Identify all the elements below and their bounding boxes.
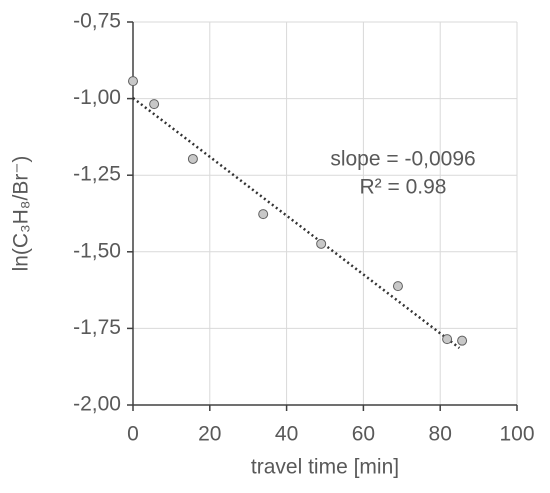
data-point (128, 76, 138, 87)
data-point (258, 209, 269, 220)
x-tick-label: 20 (198, 423, 221, 446)
x-tick-label: 0 (127, 423, 139, 446)
y-axis-title: ln(C₃H₈/Br⁻) (10, 156, 33, 272)
y-tick-label: -2,00 (73, 393, 121, 416)
annotation: R² = 0.98 (360, 176, 447, 199)
x-tick-label: 60 (352, 423, 375, 446)
x-tick-label: 100 (499, 423, 534, 446)
data-point (442, 334, 453, 345)
data-point (187, 153, 198, 164)
annotation: slope = -0,0096 (330, 148, 475, 171)
x-tick-label: 40 (275, 423, 298, 446)
data-point (316, 238, 327, 249)
x-tick-label: 80 (429, 423, 452, 446)
trendline (132, 96, 461, 350)
y-tick-label: -1,25 (73, 163, 121, 186)
data-point (457, 335, 468, 346)
y-tick-label: -1,50 (73, 239, 121, 262)
y-tick-label: -1,00 (73, 86, 121, 109)
y-tick-label: -1,75 (73, 316, 121, 339)
data-point (392, 281, 403, 292)
y-tick-label: -0,75 (73, 10, 121, 33)
data-point (149, 99, 160, 110)
x-axis-title: travel time [min] (251, 456, 399, 479)
